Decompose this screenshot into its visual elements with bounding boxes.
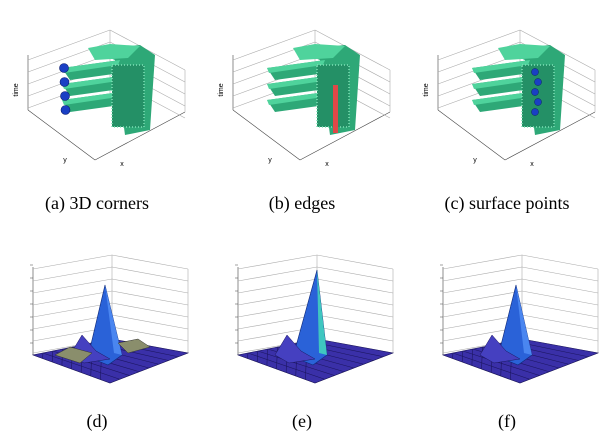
axis-line (33, 279, 112, 293)
axis-line (112, 303, 188, 317)
axis-line (238, 291, 317, 305)
axis-line (317, 291, 393, 305)
axis-label: time (218, 83, 225, 96)
axis-label: time (13, 83, 20, 96)
surface-plot (440, 255, 598, 383)
caption: (a) 3D corners (45, 193, 149, 214)
surface-point (535, 79, 542, 86)
corner-point (60, 78, 69, 87)
axis-line (317, 255, 393, 269)
axis-line (112, 279, 188, 293)
axis-label: x (325, 161, 329, 168)
axis-line (238, 279, 317, 293)
axis-line (522, 315, 598, 329)
axis-line (522, 279, 598, 293)
edge-marker (333, 85, 338, 133)
axis-line (317, 279, 393, 293)
axis-line (438, 110, 505, 160)
axis-line (317, 327, 393, 341)
axis-line (522, 267, 598, 281)
caption: (c) surface points (445, 193, 570, 214)
axis-line (112, 255, 188, 269)
axis-line (28, 110, 95, 160)
axis-line (317, 303, 393, 317)
axis-line (522, 327, 598, 341)
surface-plot (30, 255, 188, 383)
volume-plot: time y x (13, 30, 185, 168)
axis-line (112, 267, 188, 281)
axis-line (112, 291, 188, 305)
corner-point (61, 92, 70, 101)
axis-line (443, 267, 522, 281)
surface-point (532, 69, 539, 76)
axis-line (522, 291, 598, 305)
caption: (d) (87, 411, 108, 432)
axis-label: x (120, 161, 124, 168)
axis-line (443, 279, 522, 293)
figure: time y x (a) 3D corners time y x (b) edges time y… (0, 0, 606, 435)
axis-line (33, 291, 112, 305)
axis-label: time (423, 83, 430, 96)
corner-point (61, 106, 70, 115)
axis-line (33, 267, 112, 281)
axis-line (522, 303, 598, 317)
caption: (b) edges (269, 193, 335, 214)
axis-label: y (63, 157, 67, 164)
volume-plate (112, 65, 144, 127)
axis-line (112, 315, 188, 329)
axis-line (317, 267, 393, 281)
volume-plot: time y x (423, 30, 595, 168)
volume-plate (522, 65, 554, 127)
axis-label: y (268, 157, 272, 164)
axis-line (33, 255, 112, 269)
axis-line (443, 291, 522, 305)
axis-line (238, 255, 317, 269)
surface-point (535, 99, 542, 106)
volume-plot: time y x (218, 30, 390, 168)
surface-point (532, 109, 539, 116)
axis-label: y (473, 157, 477, 164)
axis-line (443, 255, 522, 269)
surface-plot (235, 255, 393, 383)
caption: (e) (292, 411, 312, 432)
axis-line (522, 255, 598, 269)
axis-label: x (530, 161, 534, 168)
axis-line (238, 267, 317, 281)
corner-point (60, 64, 69, 73)
surface-point (532, 89, 539, 96)
axis-line (233, 110, 300, 160)
axis-line (112, 327, 188, 341)
caption: (f) (498, 411, 516, 432)
axis-line (317, 315, 393, 329)
